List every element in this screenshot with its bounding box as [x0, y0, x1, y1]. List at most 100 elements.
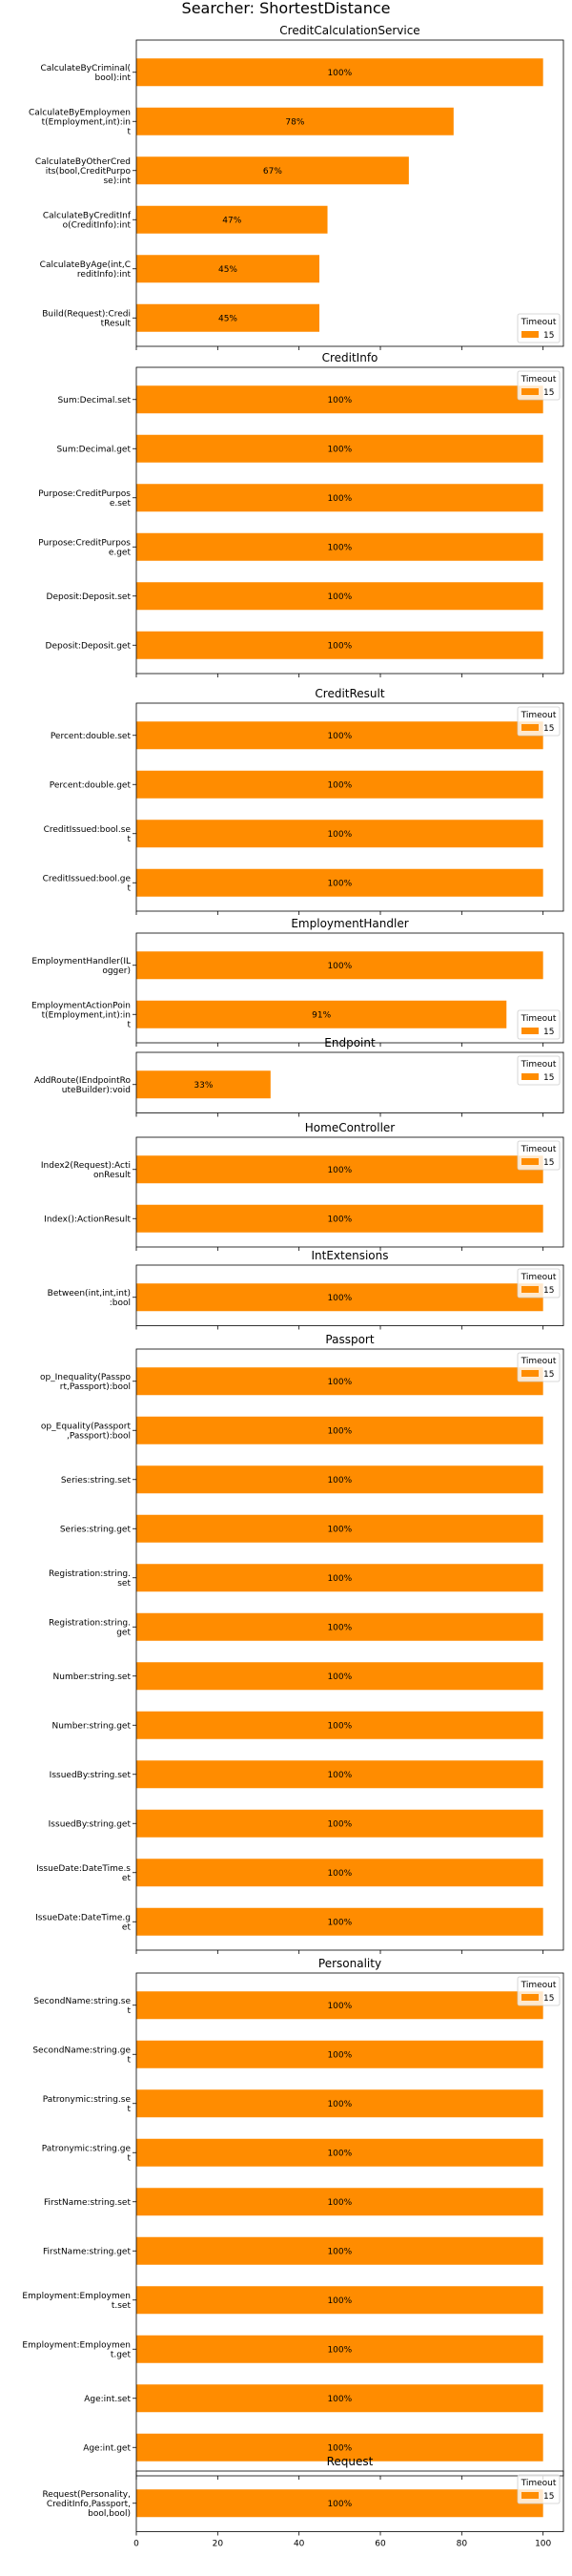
- legend-title: Timeout: [521, 1014, 557, 1024]
- bar: [136, 1662, 543, 1691]
- legend-swatch: [521, 1073, 539, 1080]
- bar-value-label: 100%: [327, 2395, 352, 2404]
- category-label: Age:int.set: [84, 2395, 131, 2404]
- axes-frame: [135, 366, 564, 675]
- bar: [136, 156, 409, 185]
- panel: Personality 100% SecondName:string.se t 100%…: [22, 1957, 564, 2480]
- bar: [136, 1612, 543, 1641]
- legend-swatch: [521, 1028, 539, 1034]
- bar-value-label: 100%: [327, 592, 352, 602]
- legend: Timeout 15: [517, 2474, 561, 2504]
- bar: [136, 303, 319, 332]
- axes-frame: [135, 1051, 564, 1113]
- bar: [136, 1367, 543, 1396]
- bar-value-label: 100%: [327, 1166, 352, 1175]
- legend-entry: 15: [543, 2492, 554, 2502]
- panel: HomeController 100% Index2(Request):Acti on…: [41, 1121, 564, 1251]
- category-label: Registration:string. set: [49, 1569, 131, 1589]
- category-label: Age:int.get: [83, 2443, 131, 2453]
- axes-frame: [135, 932, 564, 1044]
- panel: Endpoint 33% AddRoute(IEndpointRo uteBuilde…: [34, 1036, 564, 1117]
- axes-frame: [135, 2470, 564, 2532]
- legend-swatch: [521, 724, 539, 731]
- legend-swatch: [521, 388, 539, 395]
- bar: [136, 1155, 543, 1184]
- bar-value-label: 100%: [327, 1869, 352, 1879]
- bar-value-label: 100%: [327, 830, 352, 840]
- legend: Timeout 15: [517, 1055, 561, 1086]
- bar: [136, 582, 543, 611]
- bar: [136, 1564, 543, 1592]
- bar: [136, 2433, 543, 2462]
- bar-value-label: 100%: [327, 445, 352, 454]
- bar: [136, 1283, 543, 1312]
- bar-value-label: 100%: [327, 879, 352, 888]
- category-label: Series:string.set: [61, 1476, 132, 1485]
- category-label: CalculateByCriminal(bool):int: [40, 64, 131, 83]
- bar: [136, 2384, 543, 2413]
- category-label: Percent:double.get: [50, 780, 132, 790]
- category-label: Purpose:CreditPurpos e.set: [38, 489, 131, 509]
- panel-title: CreditResult: [315, 687, 384, 700]
- bar: [136, 2489, 543, 2518]
- bar: [136, 2040, 543, 2068]
- bar: [136, 1711, 543, 1739]
- bar-value-label: 100%: [327, 494, 352, 504]
- bar: [136, 1991, 543, 2020]
- category-label: Percent:double.set: [51, 732, 132, 741]
- category-label: Patronymic:string.se t: [43, 2095, 132, 2114]
- legend-swatch: [521, 1158, 539, 1165]
- bar: [136, 1416, 543, 1444]
- legend-entry: 15: [543, 1286, 554, 1296]
- bar: [136, 255, 319, 283]
- bar: [136, 1859, 543, 1887]
- category-label: op_Equality(Passport ,Passport):bool: [41, 1422, 132, 1441]
- bar-value-label: 100%: [327, 1215, 352, 1224]
- bar: [136, 2188, 543, 2216]
- bar-value-label: 100%: [327, 2149, 352, 2158]
- bar-value-label: 100%: [327, 2296, 352, 2306]
- category-label: CalculateByAge(int,C reditInfo):int: [40, 260, 132, 280]
- panel: Passport 100% op_Inequality(Passpo rt,Passp…: [35, 1333, 564, 1954]
- category-label: CalculateByOtherCred its(bool,CreditPurpo…: [35, 157, 132, 186]
- category-label: IssuedBy:string.get: [49, 1819, 132, 1829]
- panel: CreditInfo 100% Sum:Decimal.set 100% Sum:Dec…: [38, 351, 564, 677]
- category-label: CalculateByCreditInf o(CreditInfo):int: [43, 211, 132, 230]
- bar-value-label: 100%: [327, 2247, 352, 2256]
- panel-title: IntExtensions: [311, 1249, 388, 1262]
- bar-value-label: 100%: [327, 1525, 352, 1534]
- legend-title: Timeout: [521, 711, 557, 720]
- category-label: FirstName:string.set: [44, 2198, 131, 2208]
- panel-title: CreditCalculationService: [279, 24, 419, 37]
- bar-value-label: 100%: [327, 1426, 352, 1436]
- legend: Timeout 15: [517, 1268, 561, 1298]
- panel-title: Endpoint: [324, 1036, 376, 1049]
- axes-frame: [135, 1136, 564, 1248]
- bar: [136, 58, 543, 87]
- legend-swatch: [521, 2492, 539, 2499]
- bar-value-label: 100%: [327, 2100, 352, 2109]
- bar: [136, 2236, 543, 2265]
- category-label: IssuedBy:string.set: [50, 1771, 132, 1780]
- bar-value-label: 47%: [222, 216, 241, 225]
- bar-value-label: 100%: [327, 732, 352, 741]
- bar: [136, 1000, 507, 1028]
- category-label: Request(Personality, CreditInfo,Passport,…: [42, 2490, 131, 2519]
- legend-entry: 15: [543, 331, 554, 341]
- category-label: Build(Request):Credi tResult: [42, 309, 131, 328]
- legend: Timeout 15: [517, 1140, 561, 1171]
- bar-value-label: 100%: [327, 2198, 352, 2208]
- legend-entry: 15: [543, 388, 554, 398]
- bar: [136, 770, 543, 799]
- legend-entry: 15: [543, 1073, 554, 1083]
- x-tick-label: 40: [294, 2540, 305, 2549]
- bar-value-label: 100%: [327, 1294, 352, 1303]
- bar-value-label: 100%: [327, 1721, 352, 1731]
- category-label: SecondName:string.se t: [33, 1997, 131, 2016]
- category-label: Number:string.set: [53, 1672, 132, 1682]
- bar-value-label: 100%: [327, 1672, 352, 1682]
- bar-value-label: 100%: [327, 1476, 352, 1485]
- bar: [136, 1070, 271, 1099]
- category-label: Purpose:CreditPurpos e.get: [38, 538, 131, 557]
- category-label: Index():ActionResult: [44, 1215, 131, 1224]
